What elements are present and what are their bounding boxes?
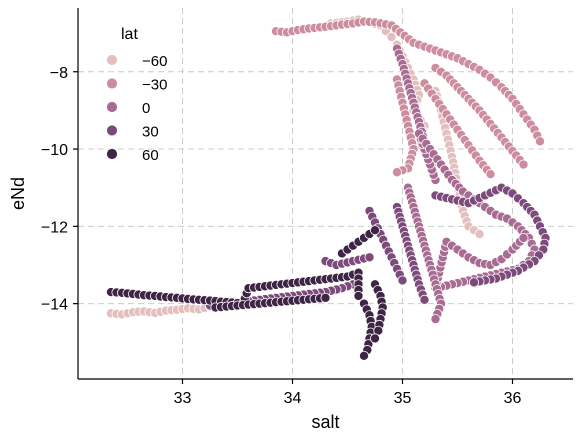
data-point [369,333,380,344]
x-axis-title: salt [311,412,339,432]
legend-marker [106,148,118,160]
legend-title: lat [121,26,138,43]
data-point [320,292,331,303]
legend-marker [106,101,118,113]
data-point [485,169,496,180]
data-point [535,136,546,147]
y-tick-label: −10 [41,142,68,159]
data-point [518,159,529,170]
legend-label: −60 [142,53,167,70]
y-tick-label: −12 [41,219,68,236]
y-tick-label: −14 [41,297,68,314]
x-tick-label: 36 [504,390,522,407]
points-layer [106,14,551,361]
y-tick-label: −8 [50,65,68,82]
x-tick-label: 34 [284,390,302,407]
data-point [430,314,441,325]
legend-label: 0 [142,100,150,117]
legend-marker [106,77,118,90]
data-point [419,294,430,305]
legend-marker [106,124,118,137]
data-point [518,232,529,243]
data-point [364,252,375,263]
axes-layer: 33 34 35 36 −14 −12 −10 −8 salt eNd [8,8,573,432]
legend: lat−60 −30 0 30 60 [106,26,167,164]
legend-label: 30 [142,124,159,141]
x-tick-label: 35 [394,390,412,407]
data-point [397,275,408,286]
data-point [474,229,485,240]
data-point [391,167,402,178]
data-point [369,225,380,236]
x-tick-label: 33 [174,390,192,407]
data-point [468,277,479,288]
data-point [386,31,397,42]
legend-label: −30 [142,77,167,94]
legend-marker [106,54,118,66]
y-axis-title: eNd [8,177,28,210]
data-point [353,290,364,301]
legend-label: 60 [142,147,159,164]
data-point [358,350,369,361]
